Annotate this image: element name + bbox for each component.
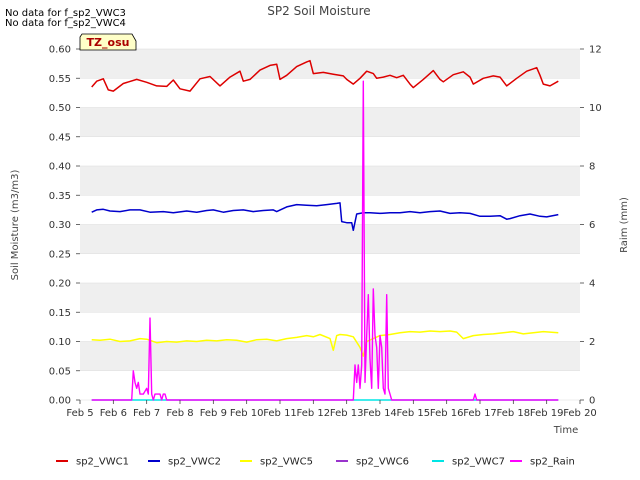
- tz-badge-label: TZ_osu: [87, 36, 130, 49]
- y-tick-label: 0.10: [49, 337, 71, 348]
- x-tick-label: Feb 16: [430, 408, 464, 419]
- y-tick-label: 0.00: [49, 396, 71, 407]
- legend-label-sp2_VWC5: sp2_VWC5: [260, 457, 313, 468]
- y2-tick-label: 6: [589, 220, 595, 231]
- x-tick-label: Feb 15: [397, 408, 431, 419]
- x-tick-label: Feb 18: [497, 408, 531, 419]
- legend: sp2_VWC1 sp2_VWC2 sp2_VWC5 sp2_VWC6 sp2_VWC7…: [56, 457, 575, 468]
- x-tick-label: Feb 14: [363, 408, 397, 419]
- grid-band: [80, 224, 580, 254]
- y-tick-label: 0.45: [49, 132, 71, 143]
- y-tick-label: 0.05: [49, 366, 71, 377]
- chart-title: SP2 Soil Moisture: [267, 4, 370, 18]
- legend-label-sp2_VWC2: sp2_VWC2: [168, 457, 221, 468]
- y2-tick-label: 8: [589, 162, 595, 173]
- y2-tick-label: 10: [589, 103, 602, 114]
- series-line-sp2_VWC1: [91, 59, 559, 92]
- legend-label-sp2_VWC6: sp2_VWC6: [356, 457, 409, 468]
- y-tick-label: 0.25: [49, 249, 71, 260]
- y-tick-label: 0.50: [49, 103, 71, 114]
- tz-badge: TZ_osu: [79, 33, 137, 51]
- x-tick-label: Feb 17: [463, 408, 497, 419]
- x-tick-label: Feb 5: [66, 408, 93, 419]
- legend-label-sp2_Rain: sp2_Rain: [530, 457, 575, 468]
- y-tick-label: 0.15: [49, 308, 71, 319]
- x-tick-label: Feb 20: [563, 408, 597, 419]
- grid-band: [80, 107, 580, 137]
- y2-axis-label: Raim (mm): [619, 197, 630, 253]
- grid-band: [80, 166, 580, 196]
- grid-band: [80, 283, 580, 313]
- x-axis-label: Time: [553, 425, 578, 436]
- y-tick-label: 0.20: [49, 279, 71, 290]
- series-line-sp2_VWC2: [91, 202, 559, 232]
- y-tick-label: 0.30: [49, 220, 71, 231]
- x-tick-label: Feb 19: [530, 408, 564, 419]
- grid-band: [80, 341, 580, 371]
- y-tick-label: 0.40: [49, 162, 71, 173]
- x-tick-label: Feb 9: [200, 408, 227, 419]
- grid-bands: [80, 48, 580, 401]
- no-data-note-vwc4: No data for f_sp2_VWC4: [5, 18, 126, 29]
- y-axis-label: Soil Moisture (m3/m3): [10, 170, 21, 281]
- axes-layer: Feb 5 Feb 6 Feb 7 Feb 8 Feb 9 Feb 10 Feb 11 Feb…: [49, 45, 602, 420]
- series-layer: [91, 59, 559, 401]
- y2-tick-label: 4: [589, 279, 595, 290]
- x-tick-label: Feb 13: [330, 408, 364, 419]
- y-tick-label: 0.60: [49, 45, 71, 56]
- y2-tick-label: 2: [589, 337, 595, 348]
- series-line-sp2_VWC5: [91, 330, 559, 357]
- x-tick-label: Feb 12: [297, 408, 331, 419]
- y-tick-label: 0.55: [49, 74, 71, 85]
- y-tick-label: 0.35: [49, 191, 71, 202]
- x-tick-label: Feb 8: [166, 408, 193, 419]
- x-tick-label: Feb 7: [133, 408, 160, 419]
- x-tick-label: Feb 6: [100, 408, 127, 419]
- series-line-sp2_Rain: [91, 80, 559, 401]
- y2-tick-label: 0: [589, 396, 595, 407]
- legend-label-sp2_VWC1: sp2_VWC1: [76, 457, 129, 468]
- x-tick-label: Feb 11: [263, 408, 297, 419]
- legend-label-sp2_VWC7: sp2_VWC7: [452, 457, 505, 468]
- y2-tick-label: 12: [589, 45, 602, 56]
- x-tick-label: Feb 10: [230, 408, 264, 419]
- no-data-note-vwc3: No data for f_sp2_VWC3: [5, 8, 126, 19]
